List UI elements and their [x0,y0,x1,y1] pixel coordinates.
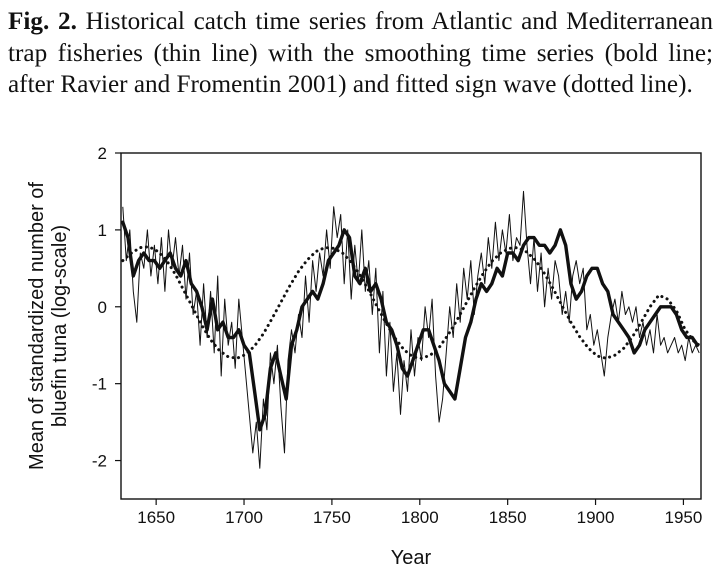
y-tick-label: -1 [92,375,107,394]
y-axis-title-line-1: Mean of standardized number of [26,182,48,470]
x-axis-title: Year [391,547,432,569]
x-tick-label: 1950 [665,508,703,527]
x-axis: 1650 1700 1750 1800 1850 1900 1950 [137,499,702,527]
x-tick-label: 1800 [401,508,439,527]
y-tick-label: -2 [92,452,107,471]
thin-catch-line [122,190,700,469]
x-tick-label: 1650 [137,508,175,527]
y-tick-label: 2 [98,144,107,163]
x-tick-label: 1850 [489,508,527,527]
y-axis-title: Mean of standardized number of bluefin t… [26,182,71,470]
figure-caption: Fig. 2. Historical catch time series fro… [8,6,713,101]
caption-text: Historical catch time series from Atlant… [8,8,714,98]
x-tick-label: 1700 [225,508,263,527]
y-axis: -2 -1 0 1 2 [92,144,121,471]
plot-frame [120,152,702,500]
dotted-sine-fit-line [121,245,701,360]
y-axis-title-line-2: bluefin tuna (log-scale) [49,225,71,427]
y-tick-label: 1 [98,221,107,240]
figure-label: Fig. 2. [8,8,77,35]
series-layer [121,190,701,469]
y-tick-label: 0 [98,298,107,317]
x-tick-label: 1750 [313,508,351,527]
x-tick-label: 1900 [577,508,615,527]
bold-smoothing-line [121,220,700,432]
